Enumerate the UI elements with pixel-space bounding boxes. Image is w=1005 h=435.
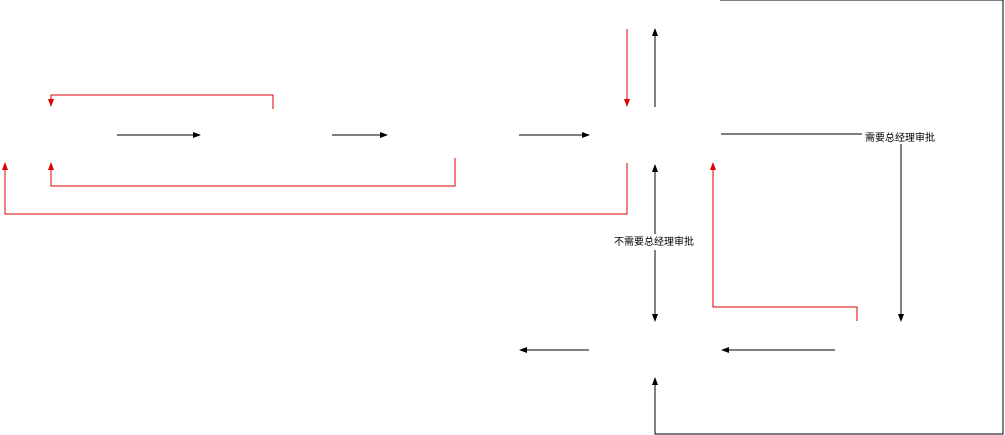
return-arrow-step3-to-step1 [48,158,456,187]
return-arrow-decision-to-start [2,162,628,215]
label-no-gm-approval: 不需要总经理审批 [614,235,694,248]
flow-arrow-need-gm-approval [721,133,904,322]
label-background [610,234,698,248]
label-need-gm-approval: 需要总经理审批 [865,131,935,144]
return-arrow-step2-to-step1 [48,94,274,109]
label-background [862,130,938,144]
flow-arrow-top-right-frame [652,0,1004,435]
return-arrow-gm-to-decision [710,162,858,321]
